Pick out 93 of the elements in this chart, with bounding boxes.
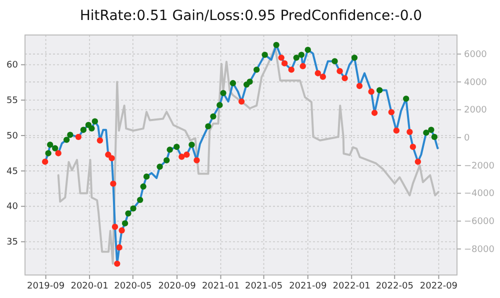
point <box>112 224 118 230</box>
point <box>298 52 304 58</box>
point <box>116 244 122 250</box>
x-tick-label: 2021-09 <box>289 281 327 292</box>
point <box>304 46 311 53</box>
point <box>42 158 48 165</box>
point <box>88 125 95 132</box>
point <box>254 66 260 73</box>
point <box>55 150 62 156</box>
point <box>393 127 400 134</box>
y-tick-label: 50 <box>6 131 18 142</box>
y2-tick-label: −6000 <box>464 217 495 228</box>
point <box>356 82 363 90</box>
x-tick-label: 2022-09 <box>420 281 458 292</box>
point <box>410 144 416 150</box>
point <box>262 52 268 58</box>
y-tick-label: 55 <box>6 96 18 106</box>
point <box>130 205 136 212</box>
point <box>125 210 132 216</box>
point <box>122 220 128 226</box>
point <box>238 98 245 105</box>
point <box>230 80 236 86</box>
point <box>194 157 200 164</box>
point <box>143 174 150 180</box>
point <box>114 260 120 267</box>
y2-tick-label: 2000 <box>464 106 488 116</box>
point <box>63 136 70 143</box>
point <box>428 126 434 133</box>
point <box>273 42 280 48</box>
point <box>368 88 374 95</box>
point <box>406 128 413 136</box>
x-tick-label: 2022-05 <box>376 281 414 292</box>
point <box>278 54 284 61</box>
y-tick-label: 45 <box>6 166 18 177</box>
point <box>75 134 82 140</box>
point <box>108 155 115 162</box>
x-tick-label: 2020-01 <box>70 281 108 292</box>
point <box>403 96 410 102</box>
point <box>388 109 394 116</box>
point <box>156 164 163 170</box>
point <box>288 66 294 73</box>
point <box>332 58 338 64</box>
point <box>336 68 343 74</box>
y2-tick-label: 6000 <box>464 50 488 60</box>
y2-tick-label: 4000 <box>464 78 488 88</box>
point <box>281 60 288 66</box>
point <box>293 54 300 61</box>
point <box>246 78 253 85</box>
point <box>342 75 348 82</box>
x-tick-label: 2021-01 <box>202 281 240 292</box>
point <box>210 113 216 120</box>
point <box>92 118 98 124</box>
point <box>320 74 326 80</box>
point <box>45 150 52 156</box>
chart-title: HitRate:0.51 Gain/Loss:0.95 PredConfidence:-0.0 <box>80 8 422 24</box>
point <box>136 196 144 204</box>
point <box>220 90 226 96</box>
point <box>216 102 223 108</box>
y-tick-label: 60 <box>6 60 18 71</box>
point <box>47 142 54 148</box>
point <box>376 87 383 94</box>
y-tick-label: 35 <box>6 238 18 248</box>
point <box>174 144 180 150</box>
point <box>300 63 306 70</box>
point <box>96 137 104 144</box>
y2-tick-label: −2000 <box>464 161 495 172</box>
y2-tick-label: −8000 <box>464 244 495 255</box>
point <box>67 132 74 138</box>
y-tick-label: 40 <box>6 202 18 212</box>
point <box>164 157 170 164</box>
point <box>431 134 438 140</box>
point <box>166 146 173 153</box>
x-tick-label: 2021-05 <box>244 281 283 292</box>
x-tick-label: 2019-09 <box>26 281 65 292</box>
x-tick-label: 2020-09 <box>158 281 196 292</box>
point <box>423 130 430 136</box>
point <box>52 145 58 152</box>
point <box>110 180 116 187</box>
point <box>80 126 87 133</box>
point <box>314 70 321 76</box>
y2-tick-label: −4000 <box>464 189 495 200</box>
x-tick-label: 2022-01 <box>332 281 370 292</box>
point <box>414 158 422 165</box>
point <box>178 154 185 160</box>
x-tick-label: 2020-05 <box>114 281 152 292</box>
point <box>205 123 212 130</box>
point <box>188 142 195 148</box>
point <box>351 54 358 61</box>
point <box>371 110 378 116</box>
point <box>140 183 146 190</box>
y2-tick-label: 0 <box>464 133 470 144</box>
point <box>184 152 190 158</box>
point <box>118 227 125 234</box>
